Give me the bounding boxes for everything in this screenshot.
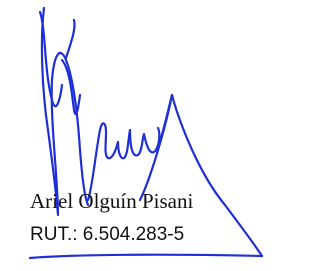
signer-name: Ariel Olguín Pisani	[30, 189, 193, 213]
page: Ariel Olguín Pisani RUT.: 6.504.283-5 ((…	[0, 0, 320, 271]
signature-stroke	[30, 8, 262, 258]
signer-id: RUT.: 6.504.283-5	[30, 224, 184, 245]
signature-block: Ariel Olguín Pisani RUT.: 6.504.283-5	[0, 0, 282, 271]
